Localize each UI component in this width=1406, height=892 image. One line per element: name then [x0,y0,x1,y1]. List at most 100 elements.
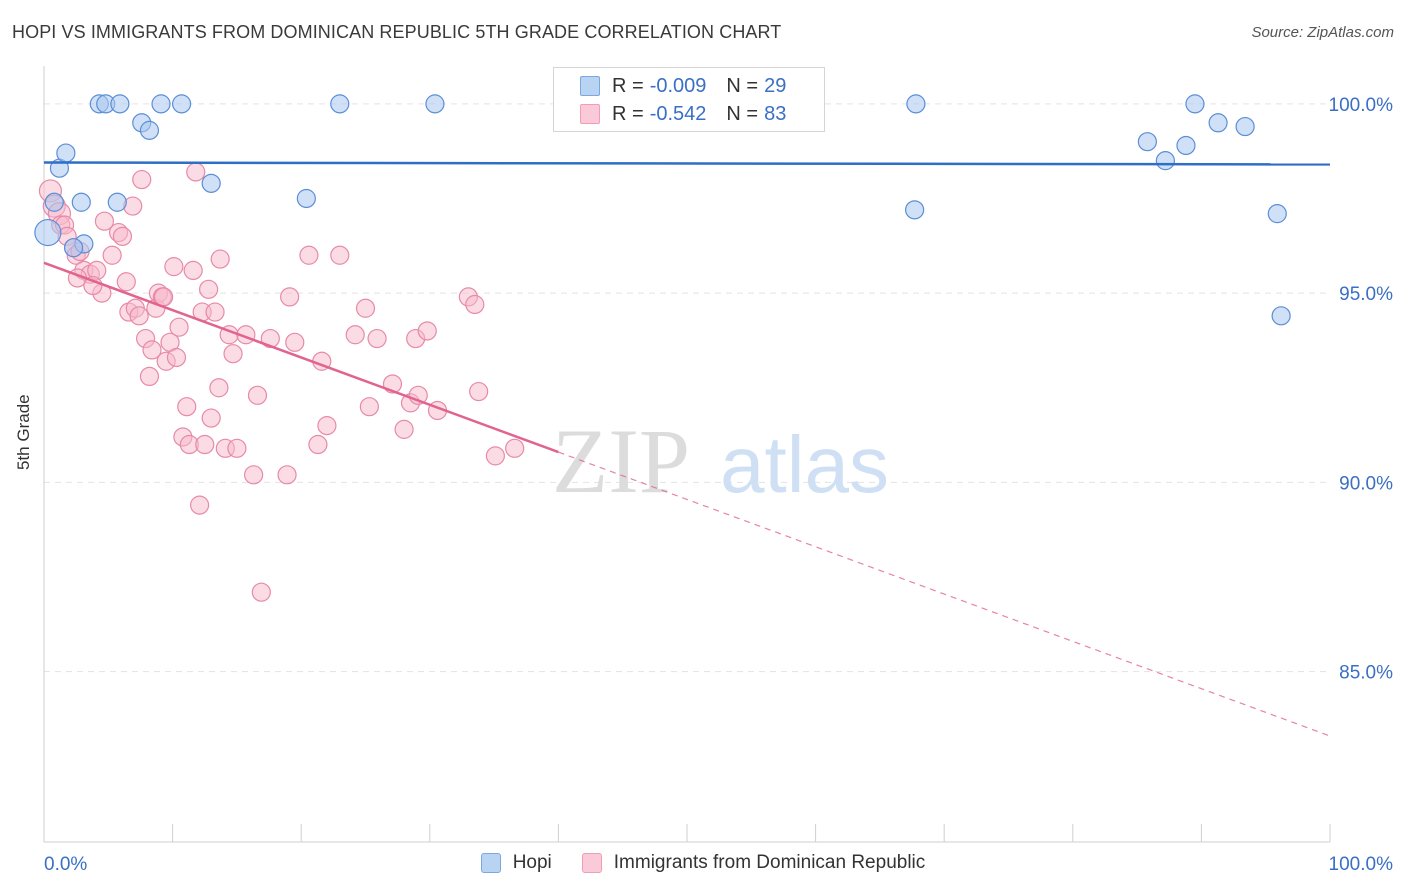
data-point-dominican [359,397,379,417]
watermark-zip: ZIP [552,410,690,512]
data-point-dominican [465,294,485,315]
data-point-dominican [317,416,337,436]
data-point-dominican [280,287,300,307]
data-point-dominican [505,438,525,458]
data-point-dominican [285,332,305,352]
data-point-hopi [56,143,76,163]
data-point-dominican [308,434,328,455]
legend-r-label: R = [612,102,644,125]
data-point-dominican [164,257,184,277]
series-hopi-points [34,94,1291,326]
correlation-legend: R = -0.009 N = 29 R = -0.542 N = 83 [553,67,825,132]
data-point-dominican [94,211,115,231]
data-point-dominican [195,434,215,455]
data-point-dominican [210,249,230,269]
bottom-legend-label-dominican: Immigrants from Dominican Republic [613,852,926,873]
data-point-dominican [116,272,136,292]
bottom-legend-swatch-dominican [581,853,602,873]
data-point-dominican [205,302,225,322]
data-point-hopi [110,94,130,114]
y-tick-label: 85.0% [1339,663,1393,684]
data-point-dominican [485,446,505,466]
data-point-dominican [394,419,414,439]
data-point-dominican [132,169,152,190]
data-point-dominican [417,321,437,341]
data-point-hopi [71,192,91,212]
data-point-dominican [166,347,187,368]
data-point-dominican [183,260,203,281]
data-point-hopi [1155,151,1175,171]
data-point-hopi [330,94,350,114]
tick-labels: 85.0% 90.0% 95.0% 100.0% 0.0% 100.0% [44,95,1393,875]
data-point-hopi [425,94,445,114]
data-point-dominican [112,226,133,246]
data-point-dominican [177,397,197,417]
data-point-dominican [209,378,229,398]
bottom-legend-dominican[interactable]: Immigrants from Dominican Republic [581,852,926,874]
data-point-dominican [142,340,162,360]
data-point-dominican [277,465,297,485]
data-point-hopi [905,200,925,220]
y-tick-label: 90.0% [1339,473,1393,494]
trend-line-dominican-extrapolated [558,451,1331,737]
data-point-dominican [201,408,221,428]
legend-r-value: -0.542 [649,102,707,125]
legend-swatch-hopi [580,76,600,96]
trend-line-hopi [43,161,1331,166]
trend-line-dominican [43,261,559,454]
chart-title: HOPI VS IMMIGRANTS FROM DOMINICAN REPUBL… [12,22,782,42]
legend-swatch-dominican [580,104,600,124]
data-point-hopi [296,188,316,209]
data-point-hopi [63,238,84,258]
data-point-hopi [172,94,192,114]
data-point-dominican [199,279,219,299]
data-point-dominican [355,298,376,318]
data-point-hopi [1271,306,1291,326]
data-point-hopi [1235,116,1255,137]
legend-r-value: -0.009 [649,74,707,97]
data-point-dominican [469,381,489,402]
data-point-dominican [227,438,247,458]
data-point-hopi [906,94,926,114]
data-point-dominican [102,245,122,265]
legend-n-value: 29 [764,74,787,97]
data-point-dominican [223,344,243,364]
series-dominican-points [38,162,525,602]
legend-r-label: R = [612,74,644,97]
legend-row-dominican: R = -0.542 N = 83 [580,101,786,127]
data-point-hopi [1176,135,1196,156]
data-point-hopi [139,120,160,140]
bottom-legend-hopi[interactable]: Hopi [480,852,552,874]
data-point-hopi [1137,132,1157,152]
bottom-legend-swatch-hopi [480,853,501,873]
data-point-dominican [345,325,365,345]
data-point-dominican [251,582,271,602]
data-point-dominican [83,275,103,296]
trend-lines [43,161,1331,737]
data-point-hopi [1267,204,1287,224]
data-point-hopi [201,173,221,193]
data-point-dominican [247,385,268,405]
data-point-hopi [151,94,171,114]
axes [43,66,1331,843]
y-tick-label: 100.0% [1329,95,1394,116]
source-credit: Source: ZipAtlas.com [1251,24,1394,41]
legend-n-label: N = [726,102,759,125]
data-point-dominican [190,495,210,515]
data-point-dominican [299,245,319,265]
watermark-atlas: atlas [720,420,889,509]
bottom-legend-label-hopi: Hopi [512,852,552,873]
data-point-dominican [129,306,149,326]
data-point-dominican [139,366,160,386]
data-point-hopi [1208,113,1228,133]
data-point-dominican [244,465,264,485]
y-axis-label: 5th Grade [14,394,33,470]
data-point-dominican [367,328,387,349]
bottom-legend: Hopi Immigrants from Dominican Republic [0,852,1406,874]
data-point-hopi [1185,94,1205,114]
data-point-hopi [34,218,62,247]
watermark: ZIP atlas [552,410,889,512]
x-tick-label: 0.0% [44,854,87,875]
legend-row-hopi: R = -0.009 N = 29 [580,73,786,99]
